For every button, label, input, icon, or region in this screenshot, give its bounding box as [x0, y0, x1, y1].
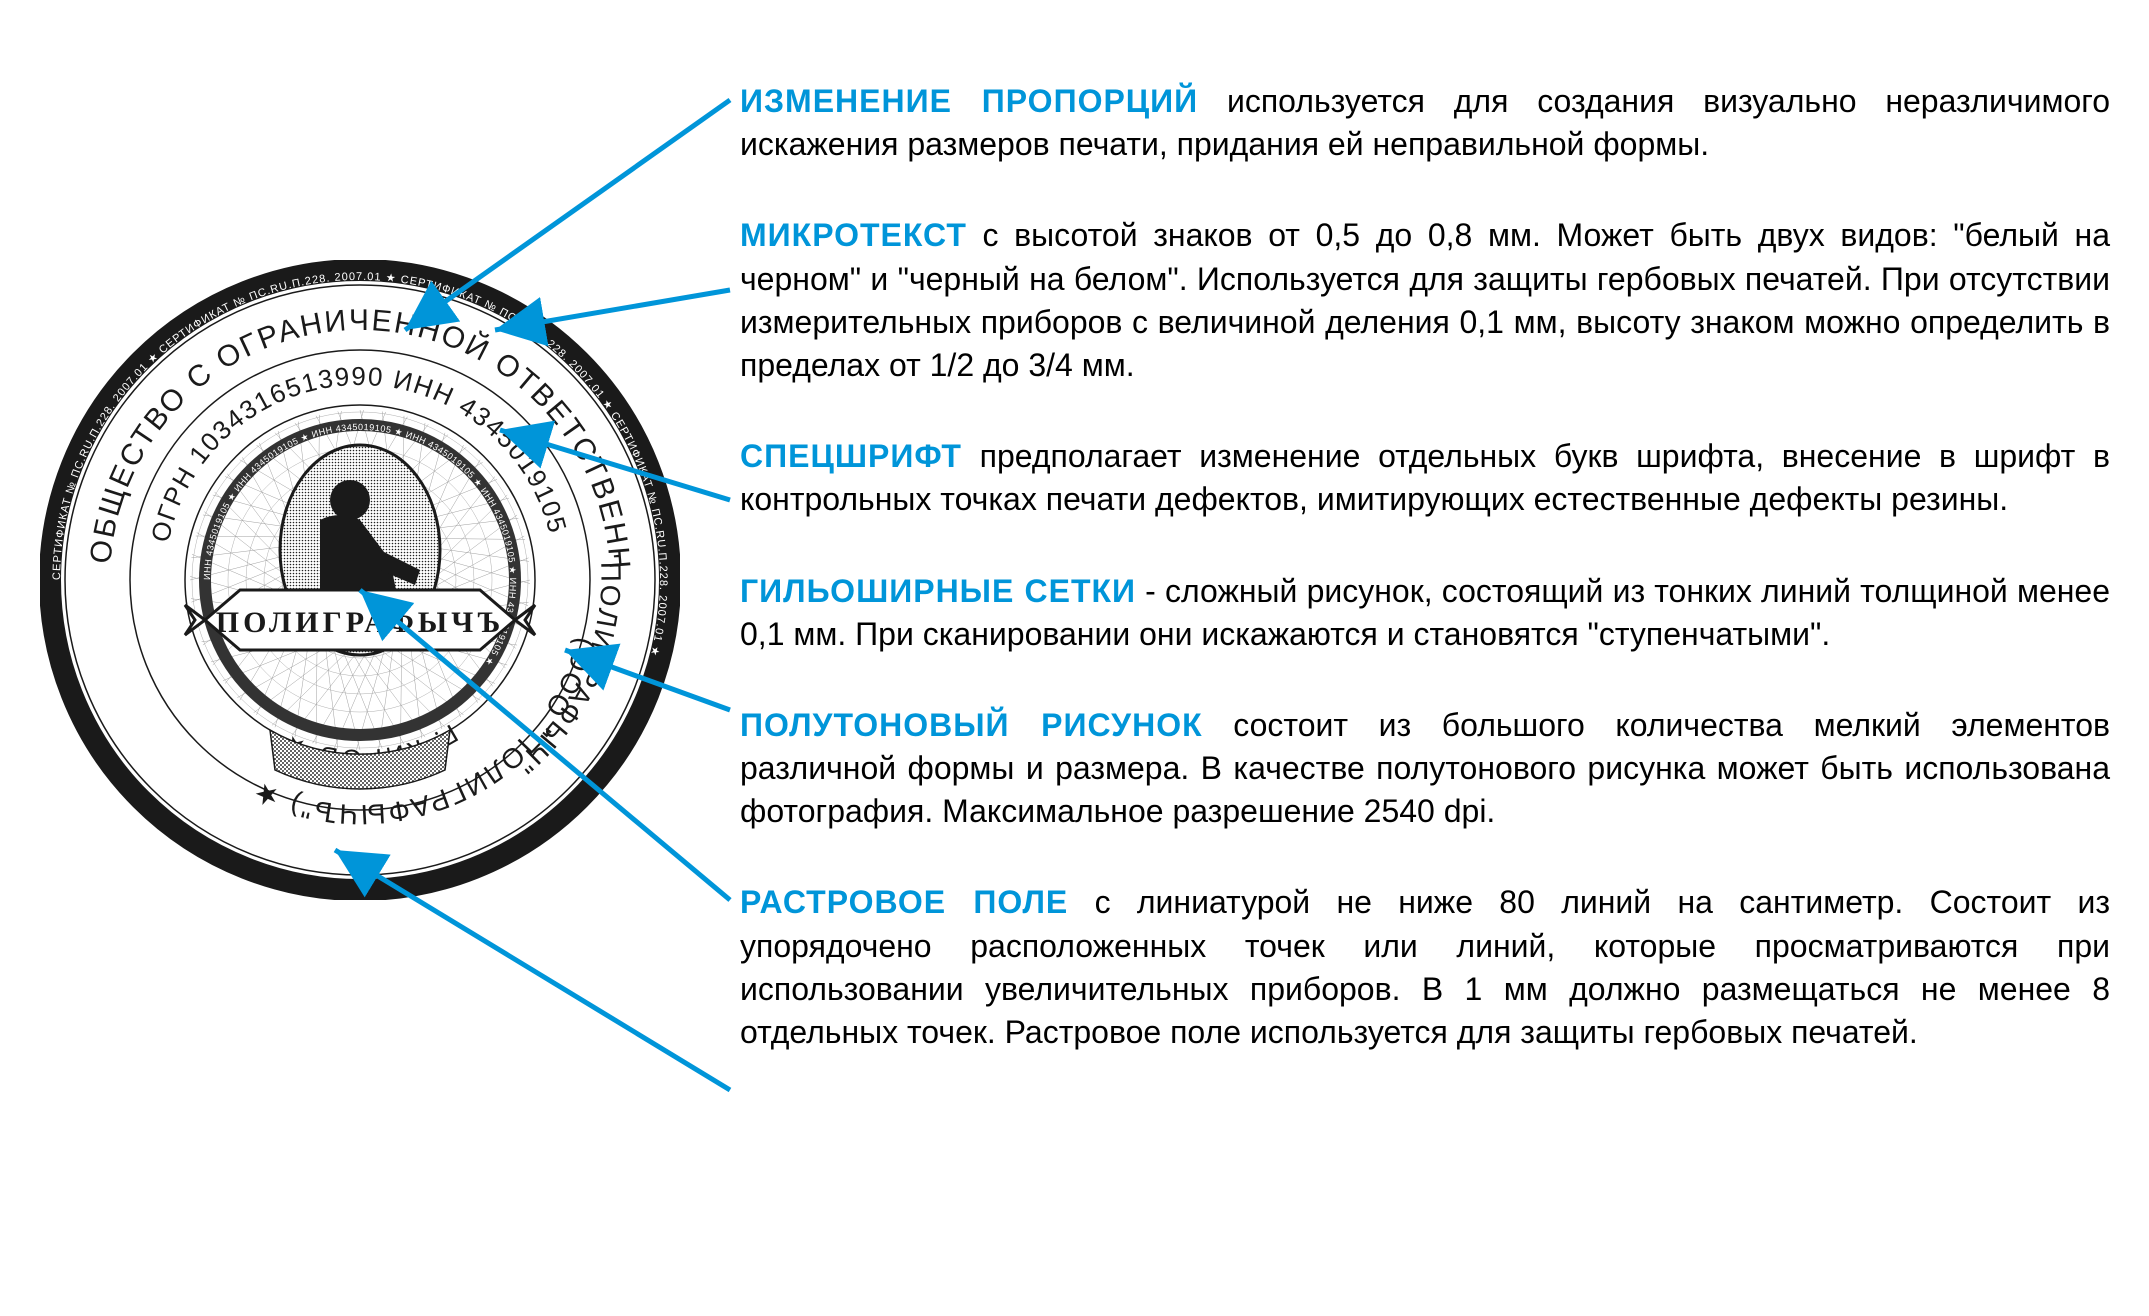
- feature-specfont: СПЕЦШРИФТ предполагает изменение отдельн…: [740, 435, 2110, 521]
- feature-title: РАСТРОВОЕ ПОЛЕ: [740, 884, 1068, 920]
- feature-halftone: ПОЛУТОНОВЫЙ РИСУНОК состоит из большого …: [740, 704, 2110, 834]
- feature-guilloche: ГИЛЬОШИРНЫЕ СЕТКИ - сложный рисунок, сос…: [740, 570, 2110, 656]
- feature-microtext: МИКРОТЕКСТ с высотой знаков от 0,5 до 0,…: [740, 214, 2110, 387]
- stamp-svg: СЕРТИФИКАТ № ПС.RU.П.228. 2007.01 ★ СЕРТ…: [40, 260, 680, 900]
- features-column: ИЗМЕНЕНИЕ ПРОПОРЦИЙ используется для соз…: [740, 80, 2110, 1102]
- feature-title: СПЕЦШРИФТ: [740, 438, 962, 474]
- feature-title: ИЗМЕНЕНИЕ ПРОПОРЦИЙ: [740, 83, 1198, 119]
- feature-title: ПОЛУТОНОВЫЙ РИСУНОК: [740, 707, 1203, 743]
- feature-title: ГИЛЬОШИРНЫЕ СЕТКИ: [740, 573, 1136, 609]
- stamp-diagram: СЕРТИФИКАТ № ПС.RU.П.228. 2007.01 ★ СЕРТ…: [40, 260, 680, 900]
- feature-raster: РАСТРОВОЕ ПОЛЕ с линиатурой не ниже 80 л…: [740, 881, 2110, 1054]
- center-banner: ПОЛИГРАФЫЧЪ: [185, 590, 535, 650]
- center-banner-text: ПОЛИГРАФЫЧЪ: [216, 606, 504, 639]
- feature-title: МИКРОТЕКСТ: [740, 217, 967, 253]
- feature-proportions: ИЗМЕНЕНИЕ ПРОПОРЦИЙ используется для соз…: [740, 80, 2110, 166]
